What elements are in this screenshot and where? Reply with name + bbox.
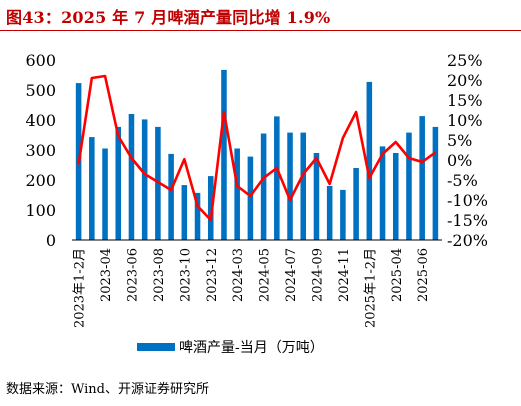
line-point-2 xyxy=(104,75,106,77)
bar-5 xyxy=(141,119,148,240)
line-point-11 xyxy=(223,111,225,113)
line-point-9 xyxy=(196,205,199,207)
x-tick-label: 2023-08 xyxy=(152,248,167,302)
y-right-tick-label: -5% xyxy=(447,171,478,190)
bar-3 xyxy=(115,126,122,240)
line-point-22 xyxy=(368,177,371,179)
line-point-21 xyxy=(355,111,357,113)
x-tick-label: 2023-10 xyxy=(178,248,193,302)
y-right-tick-label: 5% xyxy=(447,131,472,150)
line-point-19 xyxy=(328,183,331,185)
x-tick-label: 2024-03 xyxy=(231,248,246,302)
x-tick-label: 2024-07 xyxy=(284,248,299,302)
line-point-17 xyxy=(302,173,305,175)
line-point-16 xyxy=(289,199,291,201)
y-left-tick-label: 200 xyxy=(25,171,56,190)
y-left-tick-label: 300 xyxy=(25,141,56,160)
bar-27 xyxy=(432,126,439,240)
bar-2 xyxy=(102,148,108,240)
line-point-4 xyxy=(130,157,133,159)
line-point-12 xyxy=(236,185,238,187)
x-tick-label: 2024-09 xyxy=(310,248,325,302)
y-left-tick-label: 500 xyxy=(25,81,56,100)
line-point-1 xyxy=(91,77,93,79)
chart-title: 图43：2025 年 7 月啤酒产量同比增 1.9% xyxy=(6,8,331,27)
x-tick-label: 2023年1-2月 xyxy=(73,248,88,328)
bar-26 xyxy=(419,116,425,240)
bar-4 xyxy=(128,114,135,240)
bar-20 xyxy=(340,189,346,240)
x-tick-label: 2024-05 xyxy=(258,248,273,302)
line-point-13 xyxy=(249,195,252,197)
line-point-27 xyxy=(434,151,437,154)
line-point-24 xyxy=(394,141,397,143)
bar-8 xyxy=(181,185,188,240)
line-point-18 xyxy=(315,157,318,159)
line-point-5 xyxy=(143,173,146,175)
bar-9 xyxy=(194,192,201,240)
line-point-20 xyxy=(342,137,344,139)
y-right-tick-label: 10% xyxy=(447,111,483,130)
line-point-8 xyxy=(183,158,186,160)
bar-24 xyxy=(392,153,399,240)
bar-23 xyxy=(379,146,386,240)
y-right-tick-label: -15% xyxy=(447,211,488,230)
legend-swatch xyxy=(137,343,175,351)
line-point-25 xyxy=(408,157,410,159)
bar-21 xyxy=(353,168,359,240)
y-left-tick-label: 0 xyxy=(46,231,56,250)
bar-25 xyxy=(406,132,412,240)
line-point-14 xyxy=(262,177,265,179)
bar-16 xyxy=(287,132,293,240)
y-left-tick-label: 600 xyxy=(25,51,56,70)
bar-13 xyxy=(247,156,254,240)
y-right-tick-label: 20% xyxy=(447,71,483,90)
bar-1 xyxy=(89,137,95,240)
yoy-growth-line xyxy=(77,74,437,222)
x-tick-label: 2024-11 xyxy=(337,248,352,302)
line-point-3 xyxy=(117,135,120,137)
line-point-6 xyxy=(157,181,159,183)
title-divider xyxy=(0,30,521,31)
x-tick-label: 2023-12 xyxy=(205,248,220,302)
line-point-10 xyxy=(209,219,212,221)
bar-18 xyxy=(313,153,320,240)
bar-19 xyxy=(326,186,333,240)
bar-17 xyxy=(300,132,307,240)
y-right-tick-label: 25% xyxy=(447,51,483,70)
line-point-7 xyxy=(170,189,172,191)
y-right-tick-label: -10% xyxy=(447,191,488,210)
bar-14 xyxy=(260,133,267,240)
x-tick-label: 2025-04 xyxy=(390,248,405,302)
bar-15 xyxy=(274,116,280,240)
legend-label: 啤酒产量-当月（万吨） xyxy=(179,340,324,356)
bar-22 xyxy=(366,81,373,241)
y-right-tick-label: -20% xyxy=(447,231,488,250)
y-left-tick-label: 400 xyxy=(25,111,56,130)
y-left-tick-label: 100 xyxy=(25,201,56,220)
bar-10 xyxy=(207,176,214,240)
y-right-tick-label: 0% xyxy=(447,151,472,170)
line-point-15 xyxy=(276,167,278,169)
x-tick-label: 2025-06 xyxy=(416,248,431,302)
bar-11 xyxy=(221,69,227,241)
line-point-26 xyxy=(421,161,423,163)
x-tick-label: 2023-06 xyxy=(125,248,140,302)
bar-7 xyxy=(168,153,174,240)
data-source: 数据来源：Wind、开源证券研究所 xyxy=(6,382,209,397)
bar-12 xyxy=(234,148,240,240)
y-right-tick-label: 15% xyxy=(447,91,483,110)
x-tick-label: 2025年1-2月 xyxy=(363,248,378,328)
x-tick-label: 2023-04 xyxy=(99,248,114,302)
line-point-23 xyxy=(381,153,384,155)
line-point-0 xyxy=(77,163,80,165)
